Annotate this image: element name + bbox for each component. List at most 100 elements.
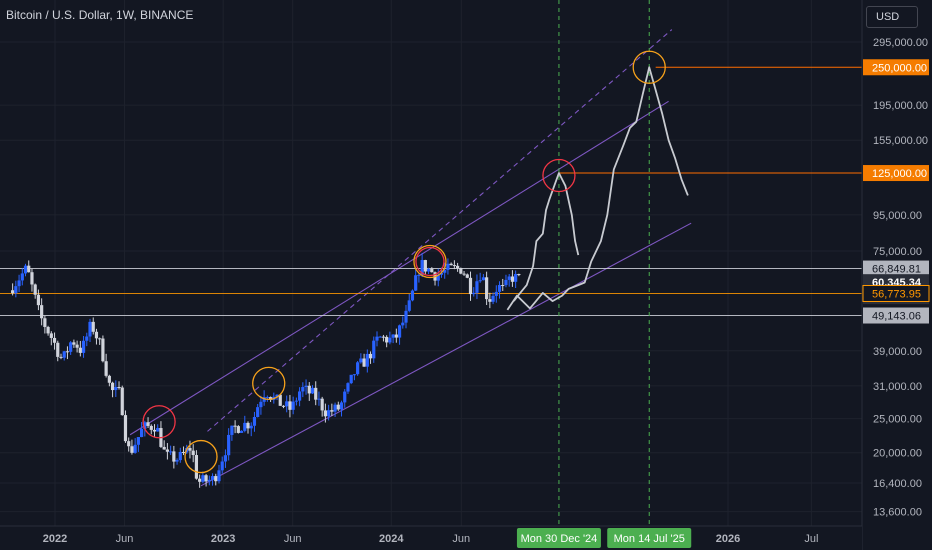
highlight-circle: [142, 405, 176, 439]
candle-body: [446, 263, 450, 270]
candle-body: [27, 265, 31, 273]
highlight-circle: [632, 50, 666, 84]
candle-body: [510, 276, 515, 282]
candle-body: [72, 342, 76, 345]
x-tick-label: Jun: [284, 533, 302, 545]
y-tick-label: 195,000.00: [873, 100, 928, 112]
candle-body: [517, 274, 521, 276]
candle-body: [249, 425, 253, 429]
candle-body: [317, 398, 321, 400]
y-tick-label: 75,000.00: [873, 246, 922, 258]
candle-body: [468, 277, 473, 295]
candle-body: [414, 275, 418, 291]
candle-body: [426, 268, 431, 272]
candle-body: [165, 449, 169, 452]
candle-body: [110, 382, 115, 391]
candle-body: [314, 387, 318, 400]
candle-body: [423, 260, 427, 272]
price-tag-label: 66,849.81: [872, 264, 921, 276]
candle-body: [291, 401, 295, 410]
y-tick-label: 13,600.00: [873, 507, 922, 519]
candle-body: [194, 455, 199, 479]
candle-body: [394, 334, 398, 338]
candle-body: [143, 422, 147, 429]
candle-body: [169, 451, 173, 453]
candle-body: [265, 397, 269, 399]
candle-body: [85, 336, 89, 341]
candle-body: [488, 299, 492, 302]
candle-body: [439, 272, 444, 275]
candle-body: [491, 295, 495, 302]
candle-body: [339, 402, 344, 410]
candle-body: [94, 331, 99, 339]
candle-body: [156, 428, 160, 432]
candle-body: [11, 290, 15, 294]
candle-body: [397, 325, 402, 338]
candle-body: [43, 318, 47, 327]
candle-body: [359, 358, 363, 363]
candle-body: [456, 265, 460, 269]
price-tag: 125,000.00: [863, 165, 929, 182]
y-tick-label: 295,000.00: [873, 37, 928, 49]
currency-button[interactable]: USD: [866, 6, 918, 28]
candle-body: [410, 290, 415, 301]
price-tag: 49,143.06: [863, 307, 929, 324]
candle-body: [140, 428, 144, 438]
price-tag: 56,773.95: [862, 284, 930, 302]
projection-path: [506, 66, 689, 311]
candle-body: [494, 291, 498, 296]
y-tick-label: 155,000.00: [873, 135, 928, 147]
x-tick-label: 2023: [211, 533, 235, 545]
price-tag: 250,000.00: [863, 59, 929, 76]
candle-body: [223, 455, 228, 462]
candle-body: [278, 394, 282, 406]
price-tag-bg: [863, 260, 929, 277]
candle-body: [507, 276, 511, 280]
highlight-circle: [542, 158, 576, 193]
candle-body: [114, 386, 118, 391]
highlight-circles: [142, 50, 666, 474]
candle-body: [56, 342, 60, 357]
y-tick-label: 39,000.00: [873, 346, 922, 358]
y-axis-ticks: 295,000.00 195,000.00 155,000.00 95,000.00 7…: [873, 37, 928, 519]
time-axis[interactable]: [0, 525, 862, 550]
candle-body: [36, 294, 41, 306]
highlight-circle: [184, 439, 218, 474]
candle-body: [252, 416, 257, 426]
price-tag-label: 49,143.06: [872, 311, 921, 323]
x-tick-label: Jul: [804, 533, 818, 545]
candle-body: [388, 337, 392, 343]
candle-body: [294, 400, 298, 402]
candle-body: [62, 351, 66, 358]
candle-body: [443, 269, 447, 273]
candle-body: [256, 407, 260, 417]
price-tag-label: 125,000.00: [872, 168, 927, 180]
candle-body: [69, 342, 73, 352]
candle-body: [375, 336, 379, 341]
candle-body: [310, 387, 315, 394]
candle-body: [259, 401, 263, 408]
candle-body: [336, 404, 340, 410]
candle-body: [107, 375, 111, 383]
time-marker-label: Mon 30 Dec '24: [521, 533, 598, 545]
candle-body: [220, 461, 224, 471]
candle-body: [301, 387, 305, 392]
symbol-title[interactable]: Bitcoin / U.S. Dollar, 1W, BINANCE: [6, 8, 194, 22]
candle-body: [452, 265, 456, 267]
highlight-circle: [252, 366, 286, 401]
candle-body: [465, 274, 469, 278]
price-tag-bg: [863, 165, 929, 182]
candle-body: [59, 356, 63, 358]
candle-body: [372, 340, 376, 359]
horizontal-level-lines: [0, 66, 862, 317]
candle-body: [481, 277, 485, 281]
candle-body: [485, 277, 489, 300]
grid-lines: [0, 0, 862, 526]
candle-body: [88, 321, 92, 337]
candle-body: [191, 450, 195, 456]
candle-body: [404, 310, 408, 323]
candle-body: [204, 475, 208, 482]
candle-body: [101, 338, 105, 362]
candle-body: [356, 362, 360, 375]
